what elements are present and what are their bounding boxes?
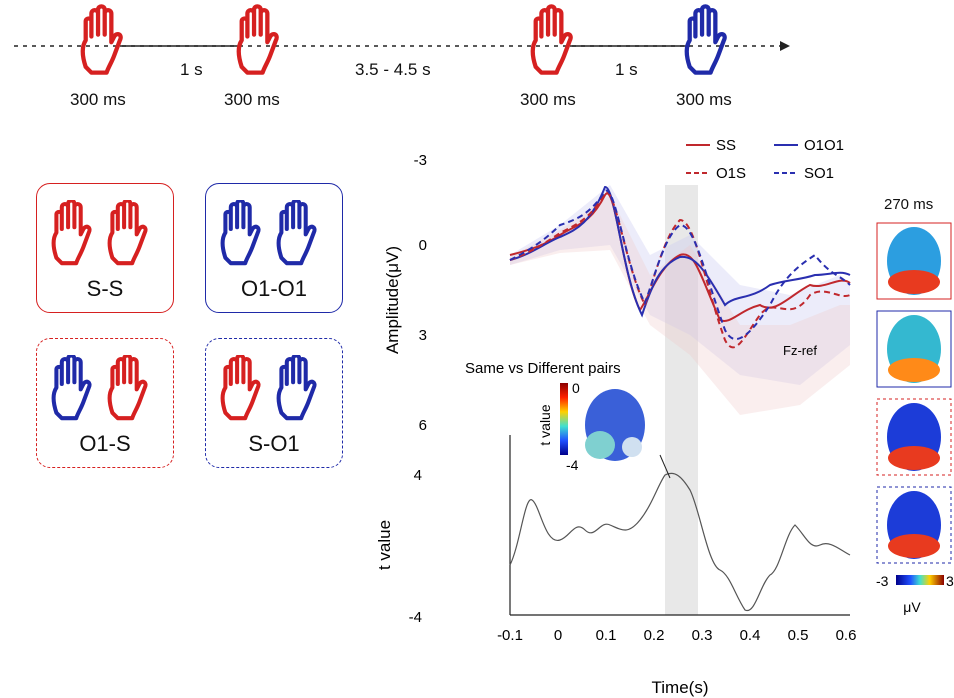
- svg-text:-0.1: -0.1: [497, 627, 523, 644]
- svg-text:t value: t value: [537, 404, 553, 445]
- svg-text:0.2: 0.2: [644, 627, 665, 644]
- tvalue-title: Same vs Different pairs: [465, 360, 621, 377]
- condition-box-so: S-O1: [205, 338, 343, 468]
- condition-label: S-O1: [248, 431, 300, 456]
- erp-ylabel: Amplitude(μV): [383, 246, 402, 354]
- topomap-colorbar: [896, 575, 944, 585]
- condition-box-ss: S-S: [36, 183, 174, 313]
- ytick: 4: [414, 467, 422, 484]
- svg-text:0.4: 0.4: [740, 627, 761, 644]
- duration-label: 300 ms: [676, 90, 732, 109]
- topomaps: -3 3 μV: [876, 222, 954, 615]
- duration-label: 300 ms: [520, 90, 576, 109]
- xticks: -0.1 0 0.1 0.2 0.3 0.4 0.5 0.6: [497, 627, 856, 644]
- erp-line-o1s: [509, 191, 851, 349]
- svg-text:O1O1: O1O1: [804, 137, 844, 154]
- duration-label: 300 ms: [224, 90, 280, 109]
- svg-text:SS: SS: [716, 137, 736, 154]
- ytick: -4: [409, 609, 422, 626]
- condition-label: O1-O1: [240, 276, 308, 301]
- svg-text:-4: -4: [566, 457, 579, 473]
- topomap-title: 270 ms: [884, 196, 934, 213]
- svg-text:0.3: 0.3: [692, 627, 713, 644]
- hand-icon: [83, 6, 121, 72]
- svg-text:0.6: 0.6: [836, 627, 857, 644]
- svg-text:-3: -3: [876, 573, 889, 589]
- condition-label: S-S: [86, 276, 124, 301]
- tvalue-line: [509, 472, 851, 611]
- tvalue-xlabel: Time(s): [652, 678, 709, 697]
- condition-box-oo: O1-O1: [205, 183, 343, 313]
- svg-text:O1S: O1S: [716, 165, 746, 182]
- ytick: 0: [419, 237, 427, 254]
- ref-label: Fz-ref: [783, 343, 817, 358]
- hand-icon: [239, 6, 277, 72]
- tvalue-ylabel: t value: [375, 520, 394, 570]
- ytick: -3: [414, 152, 427, 169]
- svg-text:0: 0: [572, 380, 580, 396]
- svg-text:μV: μV: [903, 599, 921, 615]
- ytick: 3: [419, 327, 427, 344]
- interval-label: 1 s: [180, 60, 203, 79]
- ytick: 6: [419, 417, 427, 434]
- inset-colorbar: [560, 383, 568, 455]
- svg-text:3: 3: [946, 573, 954, 589]
- erp-figure: -3 0 3 6 Amplitude(μV) Fz-ref SS O1O1 O1…: [375, 137, 856, 697]
- legend: SS O1O1 O1S SO1: [686, 137, 844, 182]
- svg-text:0.1: 0.1: [596, 627, 617, 644]
- svg-text:SO1: SO1: [804, 165, 834, 182]
- interval-label: 3.5 - 4.5 s: [355, 60, 431, 79]
- condition-label: O1-S: [79, 431, 131, 456]
- hand-icon: [533, 6, 571, 72]
- svg-text:0.5: 0.5: [788, 627, 809, 644]
- erp-line-o1o1: [509, 185, 851, 318]
- condition-box-os: O1-S: [36, 338, 174, 468]
- interval-label: 1 s: [615, 60, 638, 79]
- svg-text:0: 0: [554, 627, 562, 644]
- duration-label: 300 ms: [70, 90, 126, 109]
- trial-timeline: [14, 0, 790, 120]
- hand-icon: [687, 6, 725, 72]
